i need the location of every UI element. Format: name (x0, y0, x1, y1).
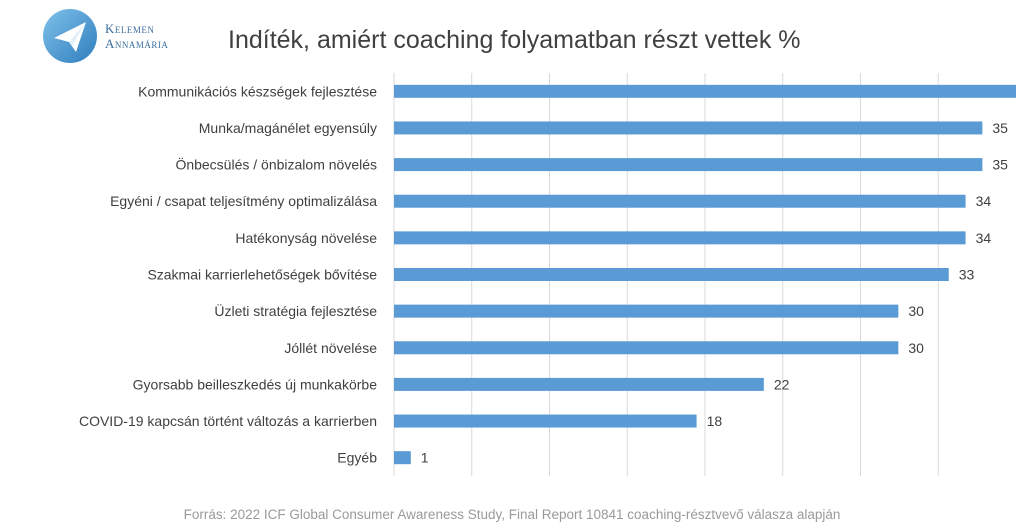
data-label: 30 (908, 303, 924, 319)
category-label: Munka/magánélet egyensúly (199, 120, 377, 136)
data-label: 33 (959, 267, 975, 283)
data-label: 34 (976, 230, 992, 246)
bar (394, 268, 949, 281)
bar (394, 304, 899, 318)
category-label: Gyorsabb beilleszkedés új munkakörbe (133, 376, 378, 392)
category-label: Szakmai karrierlehetőségek bővítése (147, 267, 377, 283)
bar (394, 341, 899, 355)
brand-name-line1: Kelemen (105, 21, 155, 36)
category-label: Kommunikációs készségek fejlesztése (138, 83, 377, 99)
category-label: Egyéni / csapat teljesítmény optimalizál… (110, 193, 377, 209)
category-label: Üzleti stratégia fejlesztése (214, 302, 377, 319)
bar (394, 231, 966, 245)
bar-chart: Kommunikációs készségek fejlesztése37Mun… (79, 73, 1016, 476)
data-label: 22 (774, 376, 790, 392)
category-label: COVID-19 kapcsán történt változás a karr… (79, 413, 377, 429)
bar (394, 121, 983, 135)
data-label: 35 (992, 120, 1008, 136)
bar (394, 158, 983, 172)
bar (394, 84, 1016, 98)
data-label: 1 (421, 450, 429, 466)
data-label: 34 (976, 193, 992, 209)
chart-title: Indíték, amiért coaching folyamatban rés… (228, 26, 801, 54)
category-label: Önbecsülés / önbizalom növelés (175, 156, 377, 173)
brand-logo: Kelemen Annamária (42, 8, 222, 66)
category-label: Hatékonyság növelése (235, 230, 377, 246)
brand-name-line2: Annamária (105, 36, 169, 51)
bar (394, 414, 697, 428)
bar (394, 194, 966, 208)
bar (394, 451, 411, 465)
data-label: 35 (992, 157, 1008, 173)
paper-plane-icon (43, 9, 97, 63)
source-note: Forrás: 2022 ICF Global Consumer Awarene… (183, 507, 841, 522)
brand-name: Kelemen Annamária (105, 21, 168, 51)
category-label: Egyéb (337, 450, 377, 466)
data-label: 30 (908, 340, 924, 356)
category-label: Jóllét növelése (284, 340, 377, 356)
data-label: 18 (707, 413, 723, 429)
bar (394, 377, 764, 391)
